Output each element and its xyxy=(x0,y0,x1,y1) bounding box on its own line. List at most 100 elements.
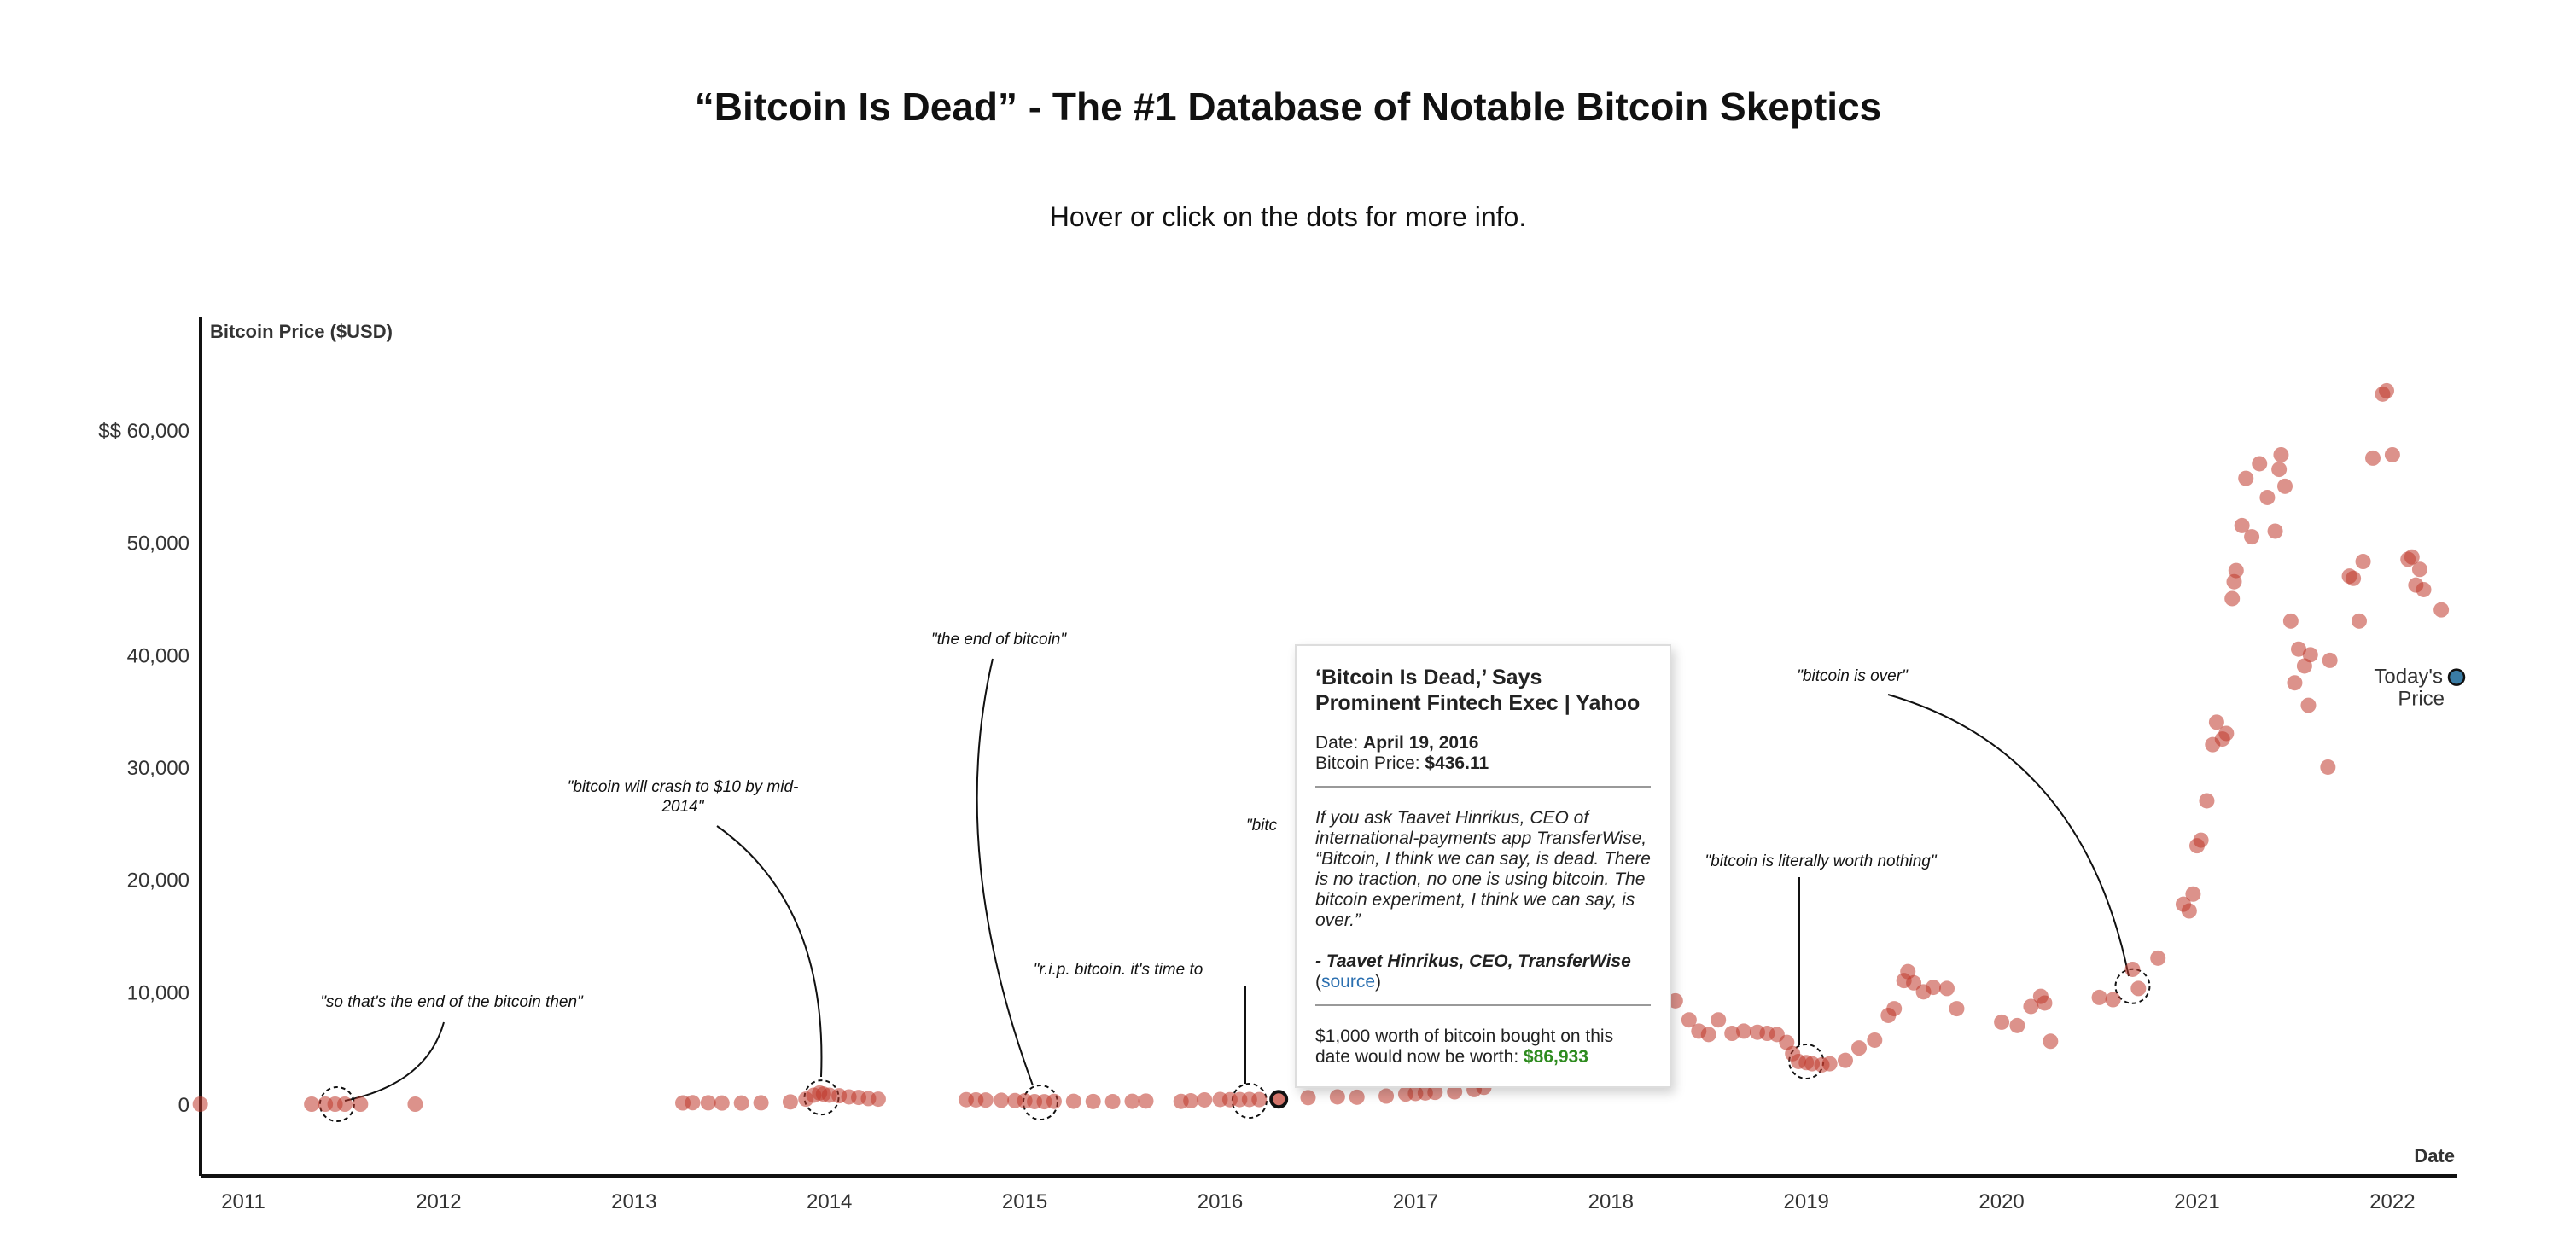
data-point[interactable] xyxy=(1735,1023,1751,1039)
data-point[interactable] xyxy=(2322,652,2338,668)
data-point[interactable] xyxy=(1349,1089,1365,1105)
data-point[interactable] xyxy=(2404,549,2420,565)
data-point[interactable] xyxy=(2244,529,2260,545)
data-point[interactable] xyxy=(2023,998,2039,1015)
data-point[interactable] xyxy=(1906,974,1922,991)
data-point[interactable] xyxy=(2208,714,2224,730)
data-point[interactable] xyxy=(1949,1001,1965,1017)
data-point[interactable] xyxy=(2228,562,2244,579)
data-point[interactable] xyxy=(1886,1001,1903,1017)
data-point[interactable] xyxy=(1065,1093,1081,1109)
data-point[interactable] xyxy=(1378,1088,1395,1104)
data-point[interactable] xyxy=(2181,903,2197,919)
data-point[interactable] xyxy=(1711,1012,1727,1028)
data-point[interactable] xyxy=(1329,1089,1345,1105)
data-point[interactable] xyxy=(1700,1027,1716,1043)
data-point[interactable] xyxy=(2379,382,2395,398)
data-point[interactable] xyxy=(782,1094,798,1110)
data-point[interactable] xyxy=(2185,886,2201,902)
data-point[interactable] xyxy=(733,1095,749,1111)
data-point[interactable] xyxy=(353,1096,369,1112)
data-point[interactable] xyxy=(2238,470,2254,486)
data-point[interactable] xyxy=(1851,1040,1868,1056)
data-point[interactable] xyxy=(2199,793,2215,809)
data-point[interactable] xyxy=(1939,980,1955,997)
data-point[interactable] xyxy=(1681,1012,1697,1028)
data-point[interactable] xyxy=(2150,950,2166,966)
y-tick-label: 50,000 xyxy=(127,532,189,556)
x-tick-label: 2021 xyxy=(2174,1190,2219,1213)
data-point[interactable] xyxy=(2259,489,2276,505)
data-point[interactable] xyxy=(2287,675,2303,691)
data-point[interactable] xyxy=(2218,725,2235,742)
data-point[interactable] xyxy=(304,1096,320,1112)
data-point[interactable] xyxy=(2365,450,2381,466)
data-point[interactable] xyxy=(2300,697,2317,713)
data-point[interactable] xyxy=(1251,1091,1268,1108)
annotation-label: "bitc xyxy=(1246,817,1278,835)
data-point[interactable] xyxy=(2277,478,2293,494)
data-point[interactable] xyxy=(2267,523,2283,539)
data-point[interactable] xyxy=(407,1096,423,1112)
data-point[interactable] xyxy=(2346,570,2362,586)
data-point[interactable] xyxy=(1821,1056,1838,1072)
data-point[interactable] xyxy=(2224,590,2241,607)
data-point[interactable] xyxy=(2043,1033,2059,1050)
source-link[interactable]: source xyxy=(1321,972,1376,992)
x-tick-label: 2017 xyxy=(1393,1190,1438,1213)
data-point[interactable] xyxy=(1138,1093,1154,1109)
data-point[interactable] xyxy=(685,1095,701,1111)
data-point[interactable] xyxy=(1867,1032,1883,1048)
data-point[interactable] xyxy=(1300,1090,1316,1106)
data-point[interactable] xyxy=(2130,980,2147,997)
data-point[interactable] xyxy=(1085,1093,1101,1109)
data-point[interactable] xyxy=(714,1095,730,1111)
data-point[interactable] xyxy=(2037,995,2053,1011)
data-point[interactable] xyxy=(2433,602,2450,618)
data-point[interactable] xyxy=(1667,992,1683,1009)
data-point[interactable] xyxy=(2411,561,2427,578)
data-point[interactable] xyxy=(1837,1052,1853,1068)
data-point[interactable] xyxy=(753,1095,769,1111)
data-point[interactable] xyxy=(2273,446,2289,462)
data-point[interactable] xyxy=(1104,1093,1121,1109)
data-point[interactable] xyxy=(2124,961,2141,977)
data-point[interactable] xyxy=(977,1092,994,1108)
data-point[interactable] xyxy=(2252,456,2268,472)
data-point[interactable] xyxy=(2416,581,2432,597)
data-point[interactable] xyxy=(2355,554,2371,570)
data-point[interactable] xyxy=(1197,1091,1213,1108)
data-point[interactable] xyxy=(870,1091,886,1108)
data-point[interactable] xyxy=(1046,1093,1062,1109)
data-point[interactable] xyxy=(1427,1085,1443,1101)
data-point[interactable] xyxy=(192,1096,208,1112)
annotation-connector xyxy=(1887,694,2130,977)
data-point[interactable] xyxy=(2105,992,2121,1008)
data-point[interactable] xyxy=(2091,989,2107,1005)
x-tick-label: 2018 xyxy=(1588,1190,1634,1213)
data-point[interactable] xyxy=(2282,613,2299,629)
data-point[interactable] xyxy=(2302,647,2318,663)
annotation-label: "bitcoin will crash to $10 by mid- xyxy=(568,778,799,796)
data-point[interactable] xyxy=(1447,1084,1463,1100)
data-point[interactable] xyxy=(2234,517,2250,533)
highlighted-data-point[interactable] xyxy=(1269,1090,1289,1109)
annotation-label: "bitcoin is literally worth nothing" xyxy=(1705,852,1937,870)
data-point[interactable] xyxy=(2351,613,2367,629)
data-point[interactable] xyxy=(2009,1017,2025,1033)
todays-price-dot[interactable] xyxy=(2447,668,2466,686)
data-point[interactable] xyxy=(994,1092,1010,1108)
data-point[interactable] xyxy=(337,1096,353,1112)
data-point[interactable] xyxy=(1925,980,1941,996)
data-point[interactable] xyxy=(1183,1093,1199,1109)
page-subtitle: Hover or click on the dots for more info… xyxy=(1049,201,1527,232)
data-point[interactable] xyxy=(2384,446,2400,462)
data-point[interactable] xyxy=(2320,759,2336,775)
data-point[interactable] xyxy=(700,1095,716,1111)
data-point[interactable] xyxy=(1724,1026,1740,1042)
data-point[interactable] xyxy=(1124,1093,1140,1109)
data-point[interactable] xyxy=(2271,462,2288,478)
data-point[interactable] xyxy=(2291,641,2307,657)
data-point[interactable] xyxy=(2193,832,2209,848)
data-point[interactable] xyxy=(1994,1014,2010,1030)
